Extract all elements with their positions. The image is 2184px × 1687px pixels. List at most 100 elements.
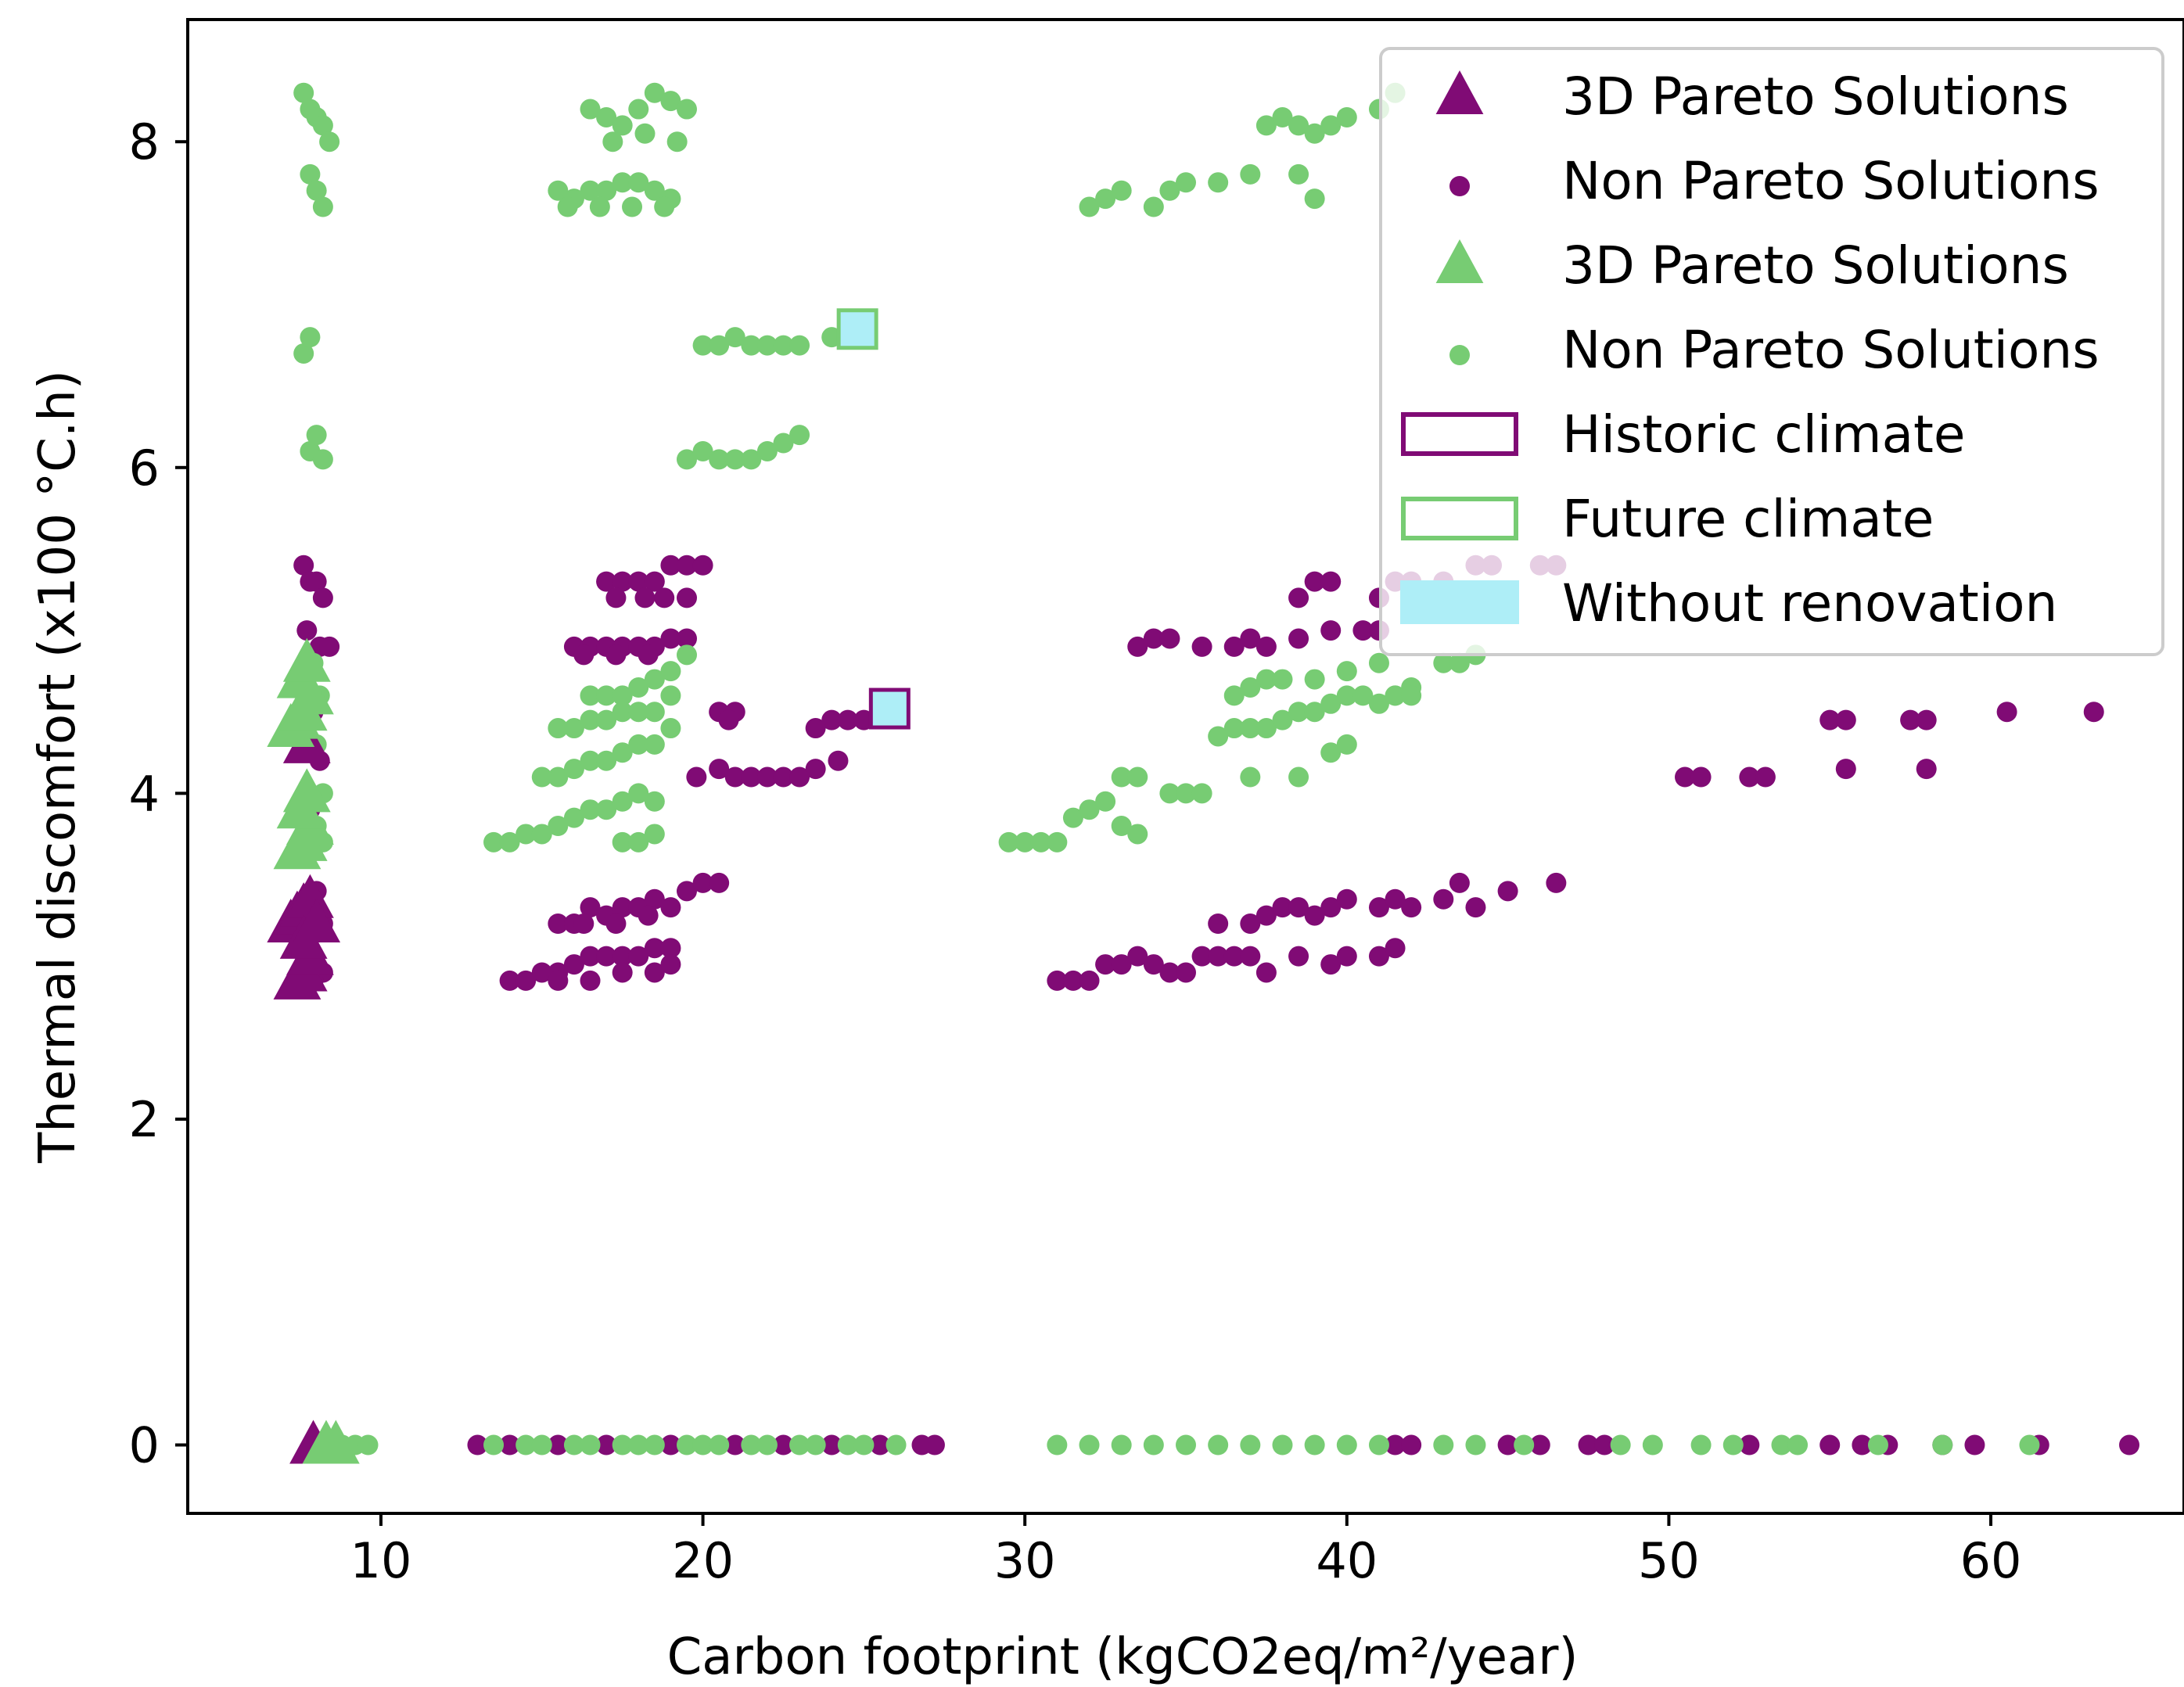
non-pareto-point bbox=[1111, 954, 1132, 975]
non-pareto-point bbox=[998, 831, 1019, 852]
non-pareto-point bbox=[573, 644, 594, 666]
non-pareto-point bbox=[1159, 962, 1180, 983]
non-pareto-point bbox=[773, 335, 794, 356]
non-pareto-point bbox=[1401, 685, 1422, 706]
non-pareto-point bbox=[1240, 913, 1261, 934]
non-pareto-point bbox=[596, 750, 617, 771]
non-pareto-point bbox=[644, 571, 665, 592]
non-pareto-point bbox=[1111, 1434, 1132, 1455]
non-pareto-point bbox=[612, 571, 633, 592]
non-pareto-point bbox=[1111, 816, 1132, 837]
non-pareto-point bbox=[644, 962, 665, 983]
non-pareto-point bbox=[789, 1434, 810, 1455]
non-pareto-point bbox=[580, 99, 601, 120]
non-pareto-point bbox=[1610, 1434, 1631, 1455]
non-pareto-point bbox=[1272, 106, 1293, 127]
non-pareto-point bbox=[1288, 766, 1309, 788]
legend-label: 3D Pareto Solutions bbox=[1562, 66, 2069, 127]
non-pareto-point bbox=[596, 799, 617, 820]
non-pareto-point bbox=[612, 791, 633, 812]
non-pareto-point bbox=[1240, 1434, 1261, 1455]
x-axis-label: Carbon footprint (kgCO2eq/m²/year) bbox=[667, 1628, 1579, 1686]
non-pareto-point bbox=[1255, 962, 1277, 983]
non-pareto-point bbox=[589, 196, 610, 217]
non-pareto-point bbox=[773, 766, 794, 788]
non-pareto-point bbox=[1497, 881, 1518, 902]
non-pareto-point bbox=[1690, 1434, 1712, 1455]
non-pareto-point bbox=[1771, 1434, 1792, 1455]
non-pareto-point bbox=[1240, 163, 1261, 185]
non-pareto-point bbox=[2119, 1434, 2140, 1455]
non-pareto-point bbox=[756, 440, 778, 461]
non-pareto-point bbox=[660, 555, 681, 576]
non-pareto-point bbox=[692, 335, 713, 356]
non-pareto-point bbox=[605, 644, 627, 666]
non-pareto-point bbox=[580, 750, 601, 771]
non-pareto-point bbox=[756, 335, 778, 356]
non-pareto-point bbox=[692, 1434, 713, 1455]
non-pareto-point bbox=[1819, 1434, 1841, 1455]
non-pareto-point bbox=[853, 1434, 875, 1455]
non-pareto-point bbox=[1368, 693, 1389, 714]
non-pareto-point bbox=[306, 571, 327, 592]
non-pareto-point bbox=[1143, 628, 1164, 649]
non-pareto-point bbox=[677, 644, 697, 666]
non-pareto-point bbox=[660, 897, 681, 918]
non-pareto-point bbox=[724, 766, 745, 788]
y-axis-label: Thermal discomfort (x100 °C.h) bbox=[29, 370, 87, 1164]
non-pareto-point bbox=[1047, 831, 1068, 852]
non-pareto-point bbox=[1852, 1434, 1873, 1455]
non-pareto-point bbox=[312, 115, 333, 136]
non-pareto-point bbox=[828, 750, 849, 771]
non-pareto-point bbox=[531, 962, 552, 983]
y-tick-label: 0 bbox=[129, 1417, 160, 1474]
non-pareto-point bbox=[1272, 1434, 1293, 1455]
non-pareto-point bbox=[300, 327, 321, 348]
non-pareto-point bbox=[677, 1434, 697, 1455]
non-pareto-point bbox=[1240, 766, 1261, 788]
non-pareto-point bbox=[741, 766, 762, 788]
x-axis-ticks: 10 20 30 40 50 60 bbox=[350, 1513, 2021, 1589]
non-pareto-point bbox=[580, 799, 601, 820]
non-pareto-point bbox=[1255, 905, 1277, 926]
non-pareto-point bbox=[1304, 702, 1325, 723]
non-pareto-point bbox=[531, 1434, 552, 1455]
non-pareto-point bbox=[638, 905, 659, 926]
non-pareto-point bbox=[596, 946, 617, 967]
non-pareto-point bbox=[1272, 897, 1293, 918]
non-pareto-point bbox=[1401, 1434, 1422, 1455]
non-pareto-point bbox=[1176, 1434, 1196, 1455]
non-pareto-point bbox=[548, 180, 569, 201]
non-pareto-point bbox=[357, 1434, 379, 1455]
non-pareto-point bbox=[1368, 946, 1389, 967]
non-pareto-point bbox=[741, 1434, 762, 1455]
non-pareto-point bbox=[1336, 888, 1357, 910]
non-pareto-point bbox=[628, 734, 649, 755]
non-pareto-point bbox=[580, 709, 601, 730]
y-tick-label: 8 bbox=[129, 113, 160, 170]
non-pareto-point bbox=[1352, 620, 1374, 641]
non-pareto-point bbox=[1819, 709, 1841, 730]
non-pareto-point bbox=[1385, 685, 1406, 706]
non-pareto-point bbox=[644, 824, 665, 845]
non-pareto-point bbox=[548, 766, 569, 788]
non-pareto-point bbox=[605, 913, 627, 934]
non-pareto-point bbox=[644, 1434, 665, 1455]
non-pareto-point bbox=[1288, 115, 1309, 136]
non-pareto-point bbox=[1514, 1434, 1535, 1455]
non-pareto-point bbox=[612, 685, 633, 706]
non-pareto-point bbox=[1208, 1434, 1229, 1455]
non-pareto-point bbox=[837, 709, 858, 730]
non-pareto-point bbox=[789, 425, 810, 446]
non-pareto-point bbox=[1159, 180, 1180, 201]
non-pareto-point bbox=[773, 433, 794, 454]
non-pareto-point bbox=[718, 709, 739, 730]
non-pareto-point bbox=[1143, 954, 1164, 975]
non-pareto-point bbox=[612, 946, 633, 967]
non-pareto-point bbox=[580, 897, 601, 918]
non-pareto-point bbox=[548, 970, 569, 991]
non-pareto-point bbox=[628, 702, 649, 723]
non-pareto-point bbox=[596, 180, 617, 201]
non-pareto-point bbox=[293, 82, 314, 103]
non-pareto-point bbox=[1916, 759, 1937, 780]
